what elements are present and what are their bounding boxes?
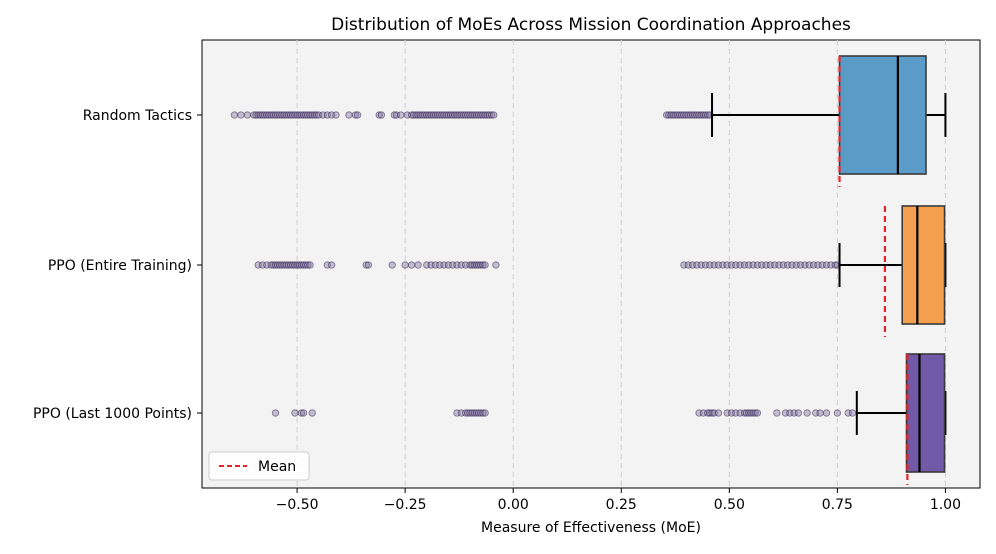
x-tick-label: 0.50 — [714, 497, 745, 513]
y-tick-label: PPO (Last 1000 Points) — [33, 406, 192, 422]
outlier-point — [397, 111, 405, 119]
x-tick-label: −0.50 — [276, 497, 319, 513]
iqr-box — [905, 353, 946, 473]
legend: Mean — [208, 451, 310, 481]
outlier-point — [487, 111, 496, 119]
x-tick-label: −0.25 — [384, 497, 427, 513]
outlier-point — [353, 111, 362, 119]
outlier-point — [492, 261, 500, 269]
outlier-points — [230, 111, 857, 417]
outlier-point — [299, 409, 308, 417]
outlier-point — [362, 261, 370, 269]
boxes — [711, 55, 947, 485]
y-axis-ticks: Random Tactics PPO (Entire Training) PPO (… — [33, 108, 202, 422]
outlier-point — [816, 409, 824, 417]
legend-box — [208, 451, 310, 481]
outlier-point — [271, 409, 280, 417]
x-axis-label: Measure of Effectiveness (MoE) — [481, 520, 701, 536]
outlier-point — [364, 261, 373, 269]
outlier-point — [345, 111, 353, 119]
outlier-point — [794, 409, 803, 417]
outlier-point — [351, 111, 360, 119]
outlier-point — [237, 111, 245, 119]
outlier-point — [328, 261, 336, 269]
outlier-point — [332, 111, 340, 119]
chart-title: Distribution of MoEs Across Mission Coor… — [331, 15, 851, 35]
outlier-point — [481, 261, 489, 269]
outlier-point — [481, 409, 489, 417]
outlier-point — [308, 409, 316, 417]
outlier-point — [704, 111, 712, 119]
legend-mean-label: Mean — [258, 459, 296, 475]
y-tick-label: PPO (Entire Training) — [48, 258, 192, 274]
outlier-point — [479, 261, 487, 269]
outlier-point — [243, 111, 252, 119]
outlier-point — [822, 409, 831, 417]
outlier-point — [831, 261, 839, 269]
x-tick-label: 0.25 — [606, 497, 637, 513]
iqr-box — [838, 55, 927, 175]
iqr-box — [901, 205, 946, 325]
outlier-point — [388, 261, 396, 269]
outlier-point — [414, 261, 422, 269]
outlier-point — [407, 261, 416, 269]
outlier-point — [751, 409, 759, 417]
x-axis-ticks: −0.50 −0.25 0.00 0.25 0.50 0.75 1.00 — [276, 488, 961, 513]
outlier-point — [375, 111, 383, 119]
outlier-point — [291, 409, 299, 417]
outlier-point — [803, 409, 811, 417]
outlier-point — [230, 111, 239, 119]
x-tick-label: 1.00 — [930, 497, 961, 513]
y-tick-label: Random Tactics — [83, 108, 192, 124]
x-tick-label: 0.75 — [822, 497, 853, 513]
outlier-point — [479, 409, 487, 417]
outlier-point — [377, 111, 386, 119]
outlier-point — [297, 409, 306, 417]
outlier-point — [401, 261, 409, 269]
outlier-point — [753, 409, 762, 417]
outlier-point — [304, 261, 312, 269]
x-tick-label: 0.00 — [498, 497, 529, 513]
outlier-point — [714, 409, 723, 417]
outlier-point — [773, 409, 781, 417]
outlier-point — [490, 111, 498, 119]
outlier-point — [306, 261, 314, 269]
outlier-point — [848, 409, 857, 417]
outlier-point — [833, 409, 842, 417]
